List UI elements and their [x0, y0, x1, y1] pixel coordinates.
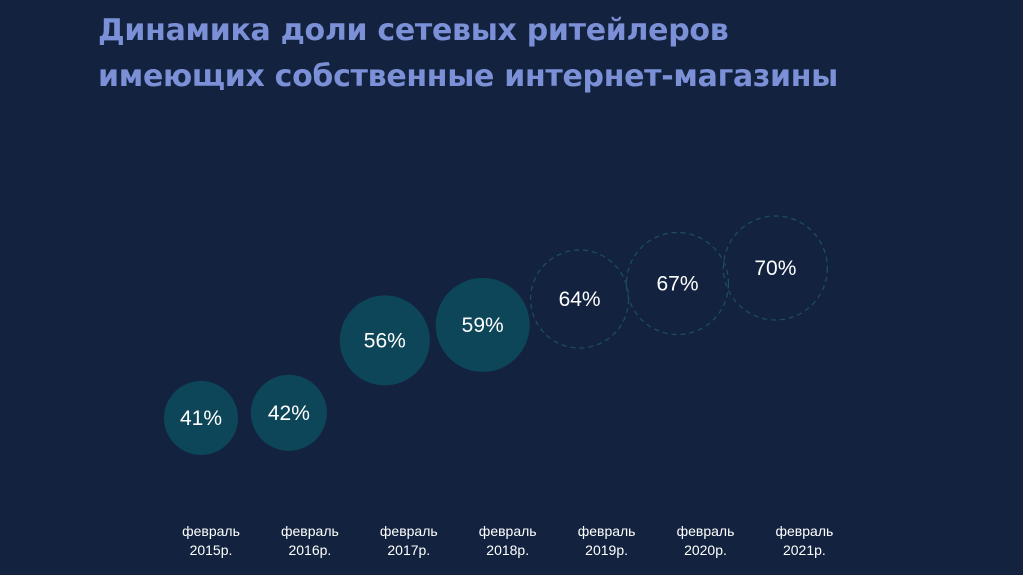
- category-label-1-line-2: 2015р.: [190, 542, 233, 558]
- bubble-6: [625, 231, 730, 336]
- category-label-7-line-2: 2021р.: [783, 542, 826, 558]
- category-label-6-line-1: февраль: [677, 523, 735, 539]
- value-label-2: 42%: [268, 402, 310, 425]
- bubble-1: [164, 381, 238, 455]
- category-label-4: февраль 2018р.: [479, 523, 537, 558]
- value-label-4: 59%: [462, 314, 504, 337]
- category-label-3: февраль 2017р.: [380, 523, 438, 558]
- category-label-2-line-1: февраль: [281, 523, 339, 539]
- value-label-3: 56%: [364, 329, 406, 352]
- category-label-3-line-2: 2017р.: [387, 542, 430, 558]
- bubble-group: 41% 42% 56% 59% 64% 67% 70%: [164, 215, 829, 455]
- value-label-1: 41%: [180, 407, 222, 430]
- category-label-5: февраль 2019р.: [578, 523, 636, 558]
- value-label-5: 64%: [559, 288, 601, 311]
- category-label-4-line-1: февраль: [479, 523, 537, 539]
- category-label-1: февраль 2015р.: [182, 523, 240, 558]
- bubble-4: [435, 277, 530, 372]
- bubble-2: [250, 374, 327, 451]
- category-label-7-line-1: февраль: [776, 523, 834, 539]
- chart-title-line-2: имеющих собственные интернет-магазины: [98, 59, 839, 94]
- category-label-5-line-1: февраль: [578, 523, 636, 539]
- value-label-6: 67%: [656, 273, 698, 296]
- category-label-7: февраль 2021р.: [776, 523, 834, 558]
- category-label-3-line-1: февраль: [380, 523, 438, 539]
- bubble-3: [339, 295, 430, 386]
- category-label-5-line-2: 2019р.: [585, 542, 628, 558]
- category-label-2-line-2: 2016р.: [288, 542, 331, 558]
- bubble-7: [722, 215, 829, 321]
- category-label-6: февраль 2020р.: [677, 523, 735, 558]
- value-label-7: 70%: [754, 257, 796, 280]
- category-label-1-line-1: февраль: [182, 523, 240, 539]
- category-label-2: февраль 2016р.: [281, 523, 339, 558]
- category-label-4-line-2: 2018р.: [486, 542, 529, 558]
- category-label-6-line-2: 2020р.: [684, 542, 727, 558]
- category-labels: февраль 2015р.февраль 2016р.февраль 2017р.ф…: [182, 523, 833, 558]
- chart-title: Динамика доли сетевых ритейлеров имеющих…: [98, 8, 998, 100]
- chart-title-line-1: Динамика доли сетевых ритейлеров: [98, 13, 729, 48]
